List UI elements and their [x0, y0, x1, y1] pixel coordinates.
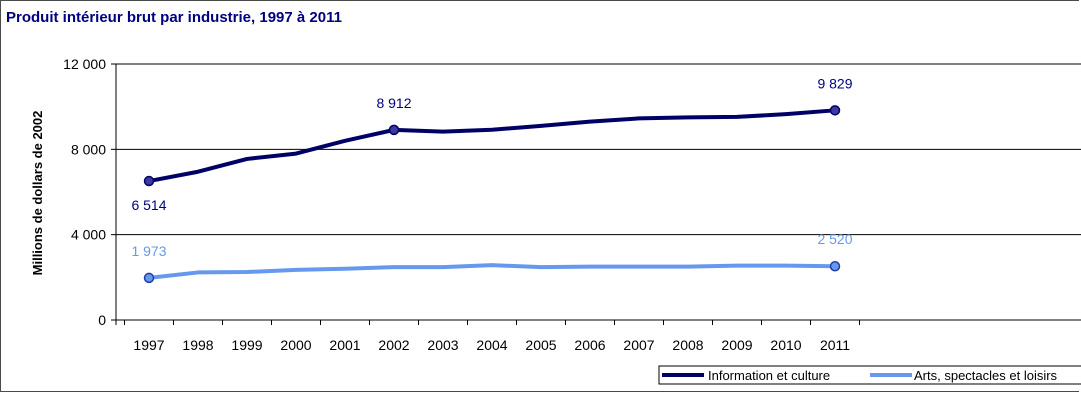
- y-tick-label: 0: [98, 312, 106, 328]
- x-tick-label: 2003: [427, 337, 458, 353]
- x-tick-label: 2009: [721, 337, 752, 353]
- axes: 0 4 000 8 000 12 000 1997 1998 1999 2000 2001 200…: [63, 56, 1081, 353]
- x-tick-label: 2007: [623, 337, 654, 353]
- x-tick-label: 2006: [574, 337, 605, 353]
- series-lines: [143, 105, 841, 284]
- data-label: 2 520: [817, 231, 852, 247]
- data-label: 9 829: [817, 75, 852, 91]
- series-line-2: [147, 263, 837, 280]
- x-tick-label: 2005: [525, 337, 556, 353]
- legend-label: Information et culture: [708, 368, 830, 383]
- x-tick-label: 2010: [770, 337, 801, 353]
- x-tick-label: 2001: [329, 337, 360, 353]
- data-labels: 6 514 8 912 9 829 1 973 2 520: [131, 75, 852, 259]
- legend: Information et culture Arts, spectacles e…: [658, 365, 1081, 385]
- x-tick-label: 1998: [182, 337, 213, 353]
- chart-title: Produit intérieur brut par industrie, 19…: [6, 9, 342, 26]
- y-tick-label: 8 000: [71, 141, 106, 157]
- x-tick-label: 2000: [280, 337, 311, 353]
- x-tick-label: 1999: [231, 337, 262, 353]
- data-point-marker: [388, 124, 400, 136]
- data-point-marker: [829, 105, 841, 116]
- data-point-marker: [143, 272, 155, 284]
- legend-label: Arts, spectacles et loisirs: [914, 368, 1058, 383]
- series-line-1: [147, 108, 837, 184]
- data-point-marker: [829, 260, 841, 272]
- y-tick-label: 4 000: [71, 227, 106, 243]
- data-label: 8 912: [376, 95, 411, 111]
- x-tick-label: 2004: [476, 337, 507, 353]
- x-tick-label: 2008: [672, 337, 703, 353]
- gridlines: [116, 63, 1081, 236]
- x-tick-label: 2002: [378, 337, 409, 353]
- data-label: 6 514: [131, 197, 166, 213]
- data-label: 1 973: [131, 243, 166, 259]
- data-point-marker: [143, 175, 155, 187]
- y-axis-label: Millions de dollars de 2002: [30, 111, 45, 276]
- x-tick-label: 2011: [820, 337, 850, 353]
- y-tick-label: 12 000: [63, 56, 106, 72]
- x-tick-label: 1997: [133, 337, 164, 353]
